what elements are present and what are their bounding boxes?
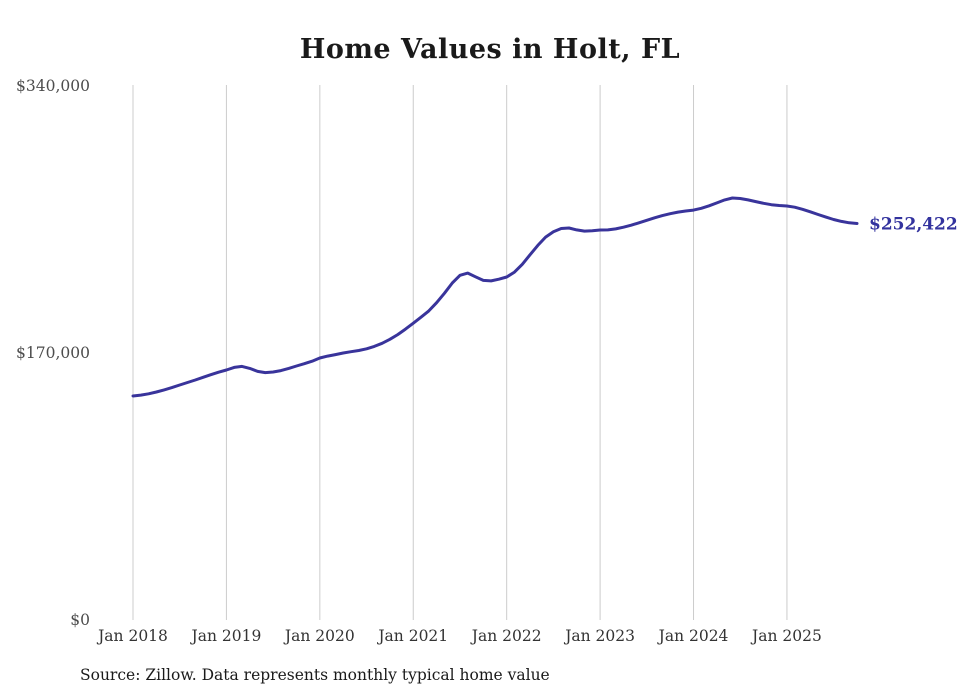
current-value-label: $252,422	[869, 215, 958, 235]
x-tick-label-jan-2022: Jan 2022	[470, 627, 542, 645]
home-value-line	[131, 196, 859, 398]
chart-title: Home Values in Holt, FL	[299, 34, 681, 65]
x-tick-label-jan-2018: Jan 2018	[96, 627, 168, 645]
y-tick-label-0: $0	[70, 611, 90, 629]
source-note: Source: Zillow. Data represents monthly …	[80, 666, 550, 684]
x-tick-label-jan-2020: Jan 2020	[283, 627, 355, 645]
y-tick-label-340000: $340,000	[16, 77, 90, 95]
x-tick-label-jan-2021: Jan 2021	[376, 627, 448, 645]
x-tick-label-jan-2019: Jan 2019	[190, 627, 262, 645]
x-tick-label-jan-2024: Jan 2024	[657, 627, 729, 645]
x-tick-label-jan-2023: Jan 2023	[563, 627, 635, 645]
y-tick-label-170000: $170,000	[16, 344, 90, 362]
x-tick-label-jan-2025: Jan 2025	[750, 627, 822, 645]
